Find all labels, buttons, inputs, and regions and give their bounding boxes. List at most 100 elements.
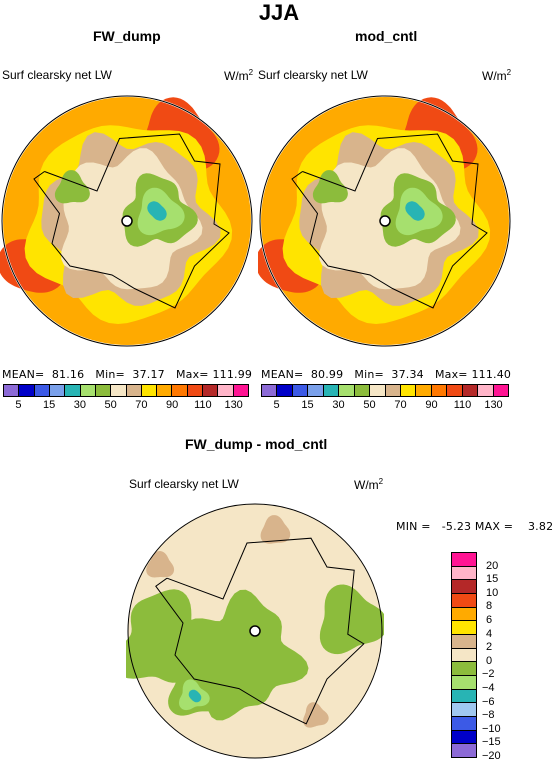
main-title: JJA	[258, 0, 300, 25]
variable-label-left: Surf clearsky net LW	[2, 68, 112, 82]
panel-title-difference: FW_dump - mod_cntl	[185, 436, 328, 452]
colorbar-swatch	[462, 385, 479, 396]
colorbar-swatch	[452, 744, 476, 758]
colorbar-swatch	[452, 717, 476, 731]
colorbar-swatch	[354, 385, 371, 396]
colorbar-swatch	[431, 385, 448, 396]
polar-map-fw-dump	[0, 95, 253, 347]
colorbar-tick-label: 6	[486, 614, 493, 626]
colorbar-swatch	[65, 385, 81, 396]
colorbar-swatch	[452, 689, 476, 704]
stats-left: MEAN= 81.16 Min= 37.17 Max= 111.99	[2, 368, 252, 381]
map-region-green	[319, 584, 384, 655]
colorbar-difference-labels: 20 15 10 8 6 4 2 0 −2 −4 −6 −8 −10 −15 −20	[482, 552, 526, 762]
coastline	[33, 133, 230, 309]
map-region-teal	[405, 201, 425, 221]
colorbar-left-swatches	[3, 384, 249, 397]
min-value: 37.34	[391, 368, 424, 381]
min-label: Min=	[95, 368, 125, 381]
colorbar-swatch	[111, 385, 127, 396]
colorbar-swatch	[95, 385, 112, 396]
map-region-tan	[260, 515, 291, 544]
colorbar-left: 5 15 30 50 70 90 110 130	[3, 384, 249, 411]
colorbar-swatch	[218, 385, 234, 396]
colorbar-tick-label: 15	[43, 399, 56, 411]
polar-map-mod-cntl	[258, 95, 511, 347]
colorbar-tick-label: 8	[486, 600, 493, 613]
colorbar-swatch	[452, 730, 476, 745]
colorbar-difference-swatches	[451, 552, 477, 758]
map-border	[1, 95, 253, 347]
colorbar-tick-label: −10	[482, 722, 501, 735]
colorbar-tick-label: −8	[482, 709, 495, 722]
pole-marker	[121, 215, 133, 227]
colorbar-swatch	[19, 385, 35, 396]
colorbar-swatch	[339, 385, 355, 396]
min-label: Min=	[354, 368, 384, 381]
colorbar-swatch	[308, 385, 324, 396]
stats-right: MEAN= 80.99 Min= 37.34 Max= 111.40	[261, 368, 511, 381]
colorbar-tick-label: 30	[73, 399, 86, 411]
variable-label-right: Surf clearsky net LW	[258, 68, 368, 82]
pole-marker	[249, 625, 261, 637]
colorbar-swatch	[416, 385, 432, 396]
colorbar-tick-label: 5	[273, 399, 280, 411]
colorbar-swatch	[34, 385, 50, 396]
colorbar-tick-label: −6	[482, 695, 495, 708]
colorbar-tick-label: −4	[482, 682, 495, 694]
colorbar-swatch	[49, 385, 66, 396]
colorbar-tick-label: 15	[301, 399, 314, 411]
colorbar-right: 5 15 30 50 70 90 110 130	[261, 384, 509, 411]
map-region-tan	[146, 551, 175, 578]
stats-difference: MIN = -5.23 MAX = 3.82	[396, 520, 554, 533]
colorbar-swatch	[141, 385, 158, 396]
panel-title-fw-dump: FW_dump	[93, 28, 161, 44]
colorbar-tick-label: −2	[482, 668, 495, 681]
colorbar-swatch	[452, 566, 476, 581]
colorbar-swatch	[452, 580, 476, 595]
colorbar-swatch	[452, 676, 476, 690]
colorbar-tick-label: 10	[486, 586, 499, 599]
mean-value: 81.16	[51, 368, 85, 381]
variable-label-difference: Surf clearsky net LW	[129, 477, 239, 491]
max-value: 111.40	[471, 368, 512, 381]
colorbar-swatch	[493, 385, 508, 396]
min-value: 37.17	[132, 368, 165, 381]
map-border	[127, 503, 383, 759]
colorbar-tick-label: 90	[166, 399, 179, 411]
colorbar-tick-label: 90	[425, 399, 438, 411]
colorbar-swatch	[452, 553, 476, 567]
colorbar-swatch	[172, 385, 188, 396]
max-value: 111.99	[212, 368, 253, 381]
colorbar-tick-label: 110	[194, 399, 212, 411]
colorbar-tick-label: 30	[332, 399, 345, 411]
colorbar-tick-label: −15	[482, 736, 501, 749]
colorbar-swatch	[452, 607, 476, 622]
panel-title-mod-cntl: mod_cntl	[355, 28, 418, 44]
colorbar-tick-label: 50	[104, 399, 117, 411]
colorbar-swatch	[447, 385, 463, 396]
colorbar-tick-label: 4	[486, 627, 493, 640]
units-label-left: W/m2	[224, 68, 254, 83]
colorbar-swatch	[478, 385, 494, 396]
colorbar-swatch	[452, 648, 476, 663]
pole-marker	[379, 215, 391, 227]
colorbar-swatch	[4, 385, 20, 396]
map-region-teal	[188, 689, 202, 703]
max-label: Max=	[175, 368, 209, 381]
colorbar-tick-label: 70	[394, 399, 407, 411]
colorbar-tick-label: 130	[484, 399, 503, 411]
colorbar-tick-label: 50	[363, 399, 376, 411]
map-region-teal	[147, 201, 167, 221]
colorbar-swatch	[262, 385, 278, 396]
colorbar-tick-label: −20	[482, 750, 501, 762]
max-label: Max=	[434, 368, 468, 381]
colorbar-tick-label: 130	[224, 399, 243, 411]
colorbar-swatch	[233, 385, 248, 396]
colorbar-swatch	[157, 385, 173, 396]
colorbar-swatch	[203, 385, 219, 396]
mean-label: MEAN=	[261, 368, 304, 381]
polar-map-difference	[126, 503, 384, 759]
colorbar-swatch	[277, 385, 293, 396]
colorbar-tick-label: 110	[453, 399, 472, 411]
